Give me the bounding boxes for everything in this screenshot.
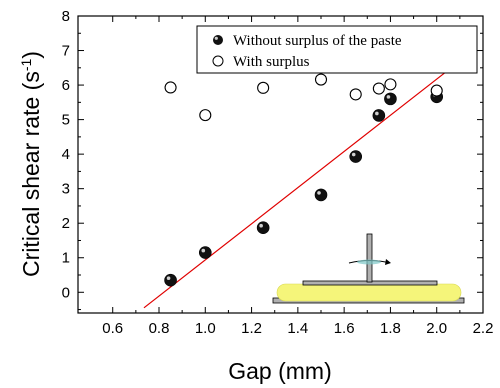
data-point-without-surplus bbox=[164, 273, 177, 287]
x-tick-label: 1.2 bbox=[241, 320, 262, 337]
data-point-with-surplus bbox=[199, 109, 212, 122]
axis-ticks: 0.6 0.8 1.0 1.2 1.4 1.6 1.8 2.0 2.2 0 1 2 3 4 5 6 7 8 bbox=[62, 8, 494, 337]
data-point-highlight bbox=[317, 191, 321, 195]
data-point-highlight bbox=[375, 111, 379, 116]
legend-marker-with-surplus bbox=[212, 55, 224, 67]
x-tick-label: 2.2 bbox=[473, 320, 494, 337]
x-tick-label: 0.6 bbox=[102, 320, 123, 337]
y-axis-title-close: ) bbox=[18, 51, 44, 59]
legend-marker-highlight bbox=[214, 36, 218, 40]
y-tick-label: 5 bbox=[62, 112, 70, 129]
data-point-with-surplus bbox=[430, 84, 443, 97]
y-tick-label: 7 bbox=[62, 43, 70, 60]
y-axis-title-main: Critical shear rate (s bbox=[18, 71, 44, 277]
y-tick-label: 2 bbox=[62, 215, 70, 232]
legend-label-without-surplus: Without surplus of the paste bbox=[233, 33, 402, 49]
data-point-highlight bbox=[201, 248, 206, 253]
schematic-arrow-head bbox=[385, 259, 391, 265]
y-tick-label: 0 bbox=[62, 284, 70, 301]
x-tick-label: 1.0 bbox=[195, 320, 216, 337]
data-point-highlight bbox=[259, 223, 263, 228]
legend-marker-without-surplus bbox=[213, 35, 223, 45]
data-point-with-surplus bbox=[164, 81, 177, 94]
gap-schematic-inset bbox=[272, 233, 465, 304]
y-tick-label: 6 bbox=[62, 77, 70, 94]
data-point-without-surplus bbox=[314, 188, 328, 202]
schematic-rotation-fill bbox=[357, 259, 381, 265]
y-tick-label: 8 bbox=[62, 8, 70, 25]
points-layer bbox=[164, 73, 444, 287]
plot-frame bbox=[77, 15, 484, 314]
y-axis-title: Critical shear rate (s-1) bbox=[18, 51, 44, 277]
data-point-with-surplus bbox=[257, 81, 270, 94]
x-tick-label: 2.0 bbox=[426, 320, 447, 337]
x-tick-label: 0.8 bbox=[149, 320, 170, 337]
fit-line-layer bbox=[143, 56, 465, 309]
data-point-without-surplus bbox=[372, 109, 386, 122]
x-tick-label: 1.8 bbox=[380, 320, 401, 337]
data-point-with-surplus bbox=[372, 82, 385, 95]
data-point-with-surplus bbox=[384, 78, 397, 91]
y-tick-label: 4 bbox=[62, 146, 70, 163]
data-point-without-surplus bbox=[256, 221, 270, 234]
data-point-highlight bbox=[351, 152, 356, 157]
schematic-shaft bbox=[366, 233, 373, 283]
legend-label-with-surplus: With surplus bbox=[233, 54, 310, 70]
data-point-without-surplus bbox=[349, 150, 363, 163]
data-point-highlight bbox=[166, 276, 171, 280]
legend-box bbox=[196, 25, 478, 74]
x-tick-label: 1.4 bbox=[287, 320, 308, 337]
data-point-highlight bbox=[386, 95, 391, 99]
data-point-with-surplus bbox=[314, 73, 328, 86]
y-tick-label: 1 bbox=[62, 250, 70, 267]
y-axis-title-sup: -1 bbox=[18, 59, 34, 72]
data-point-with-surplus bbox=[349, 88, 362, 101]
schematic-paste-sample bbox=[276, 283, 462, 302]
legend: Without surplus of the paste With surplu… bbox=[196, 25, 478, 74]
y-tick-label: 3 bbox=[62, 181, 70, 198]
x-tick-label: 1.6 bbox=[334, 320, 355, 337]
data-point-without-surplus bbox=[198, 246, 212, 259]
data-point-without-surplus bbox=[384, 92, 397, 106]
linear-fit-line bbox=[143, 56, 465, 309]
x-axis-title: Gap (mm) bbox=[228, 358, 332, 384]
